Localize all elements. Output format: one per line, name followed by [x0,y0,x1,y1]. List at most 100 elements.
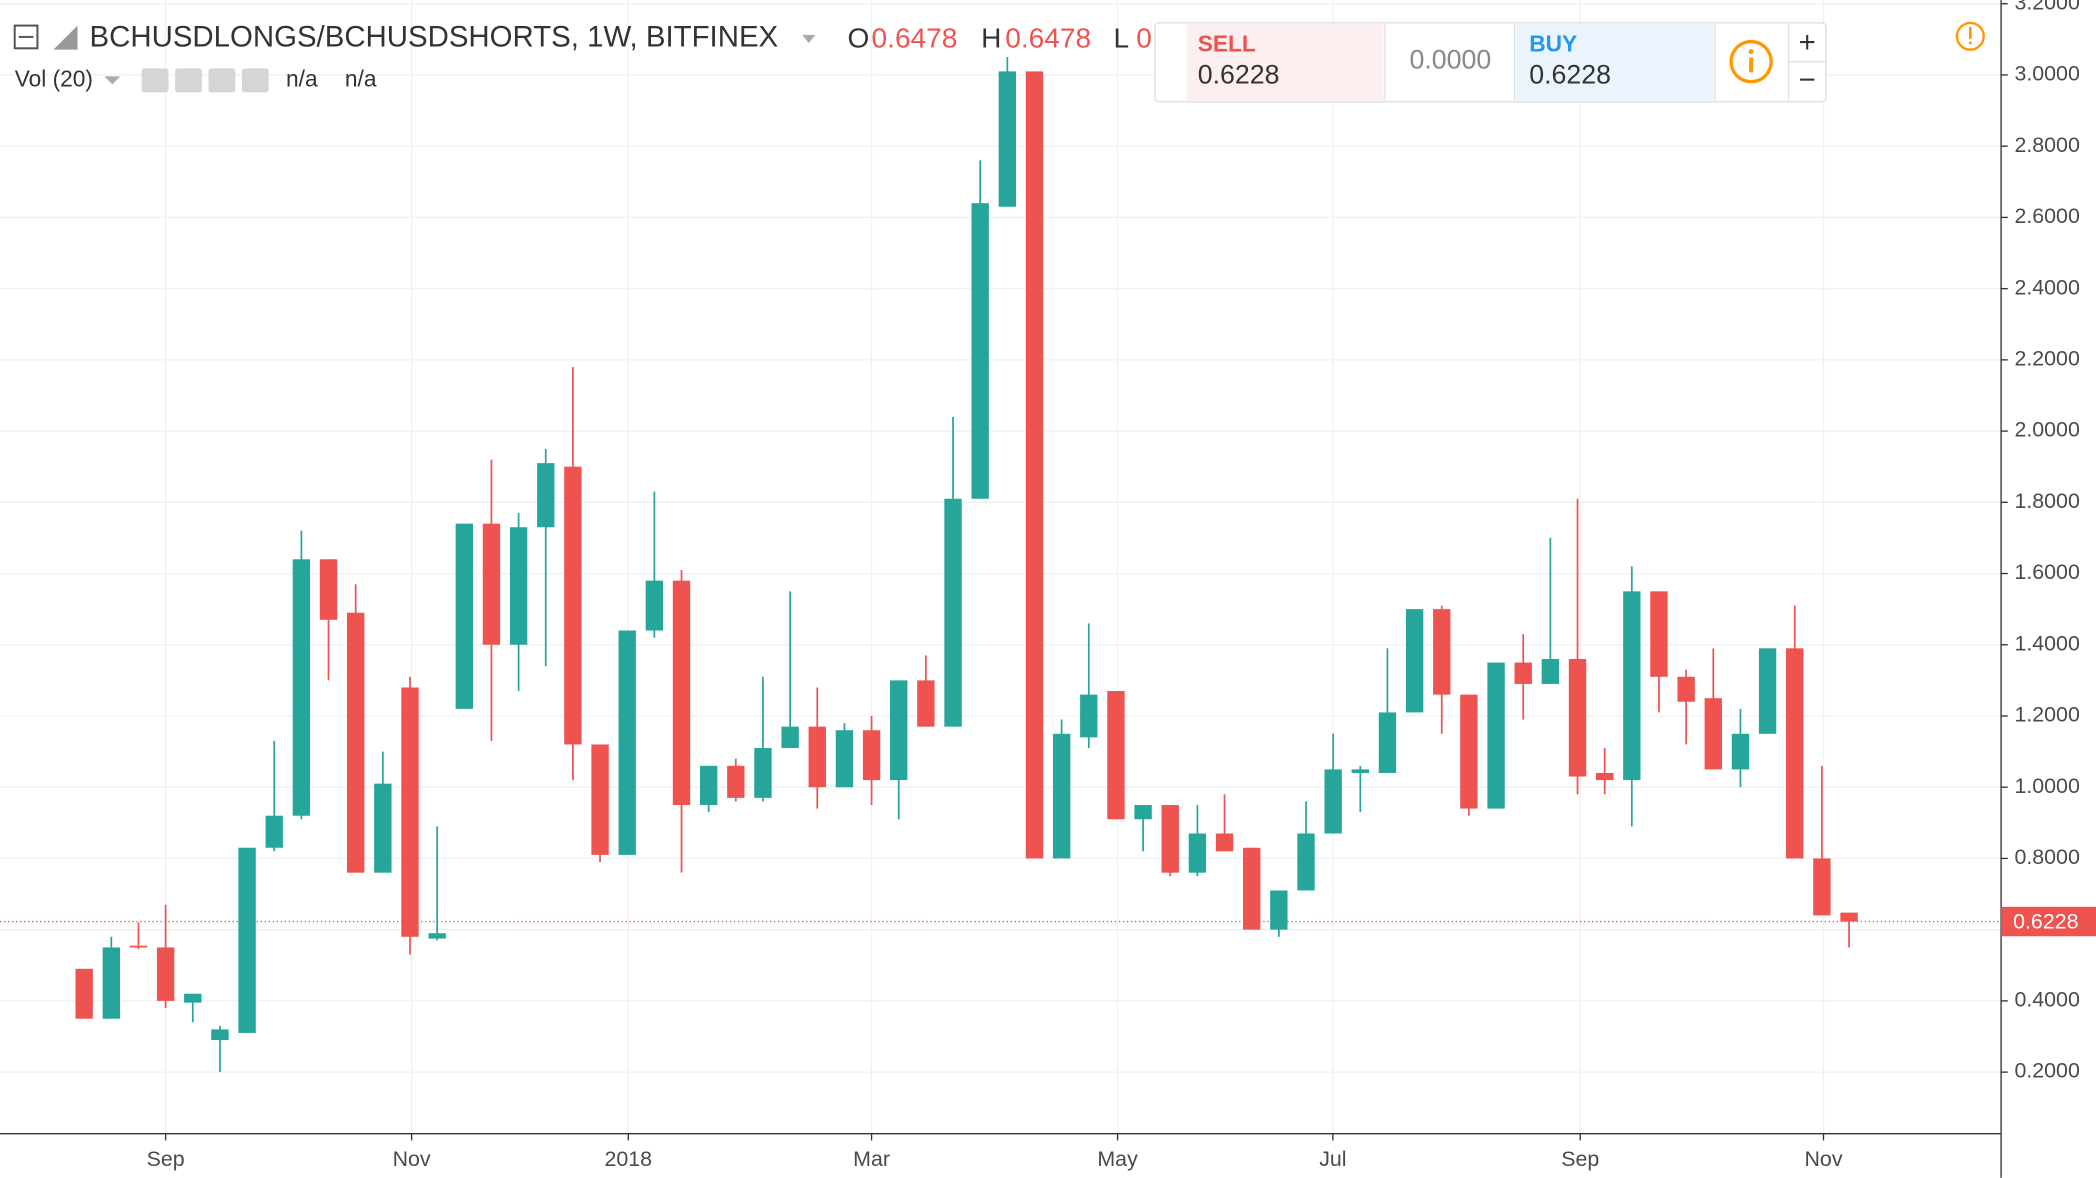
candle-body [156,947,175,1001]
candle-body [1568,659,1587,777]
candle-body [509,527,528,645]
add-icon[interactable] [208,68,236,93]
candle-body [211,1029,229,1041]
candle-body [1025,71,1044,859]
symbol-icon [53,25,78,50]
candle-body [1595,772,1614,781]
candle-body [1215,833,1234,852]
candle-body [1052,733,1071,859]
candle-body [1731,733,1750,770]
candle-body [1107,691,1125,820]
dropdown-caret[interactable] [802,34,816,43]
x-tick-label: 2018 [605,1147,653,1171]
candle-body [1134,805,1152,820]
candle-body [591,744,609,855]
candle-body [754,748,772,798]
candle-body [944,498,962,727]
candle-body [238,847,256,1033]
buy-button[interactable] [1515,24,1714,101]
low-value: 0. [1136,23,1159,54]
zoom-out[interactable]: − [1799,63,1816,96]
candle-body [374,783,392,873]
candle-body [1786,648,1804,859]
candle-body [1270,890,1288,930]
open-value: 0.6478 [872,23,958,54]
y-tick-label: 2.2000 [2014,346,2079,370]
sell-button[interactable] [1187,24,1384,101]
remove-icon[interactable] [241,68,269,93]
candle-body [265,815,283,848]
last-price-label: 0.6228 [2013,910,2078,934]
info-icon[interactable] [1729,39,1773,84]
candle-body [401,687,419,937]
buy-price: 0.6228 [1529,59,1611,89]
zoom-in[interactable]: + [1799,26,1816,59]
candle-body [917,680,935,727]
alert-icon[interactable] [1955,21,1985,51]
candle-body [319,559,338,620]
candle-body [537,463,555,528]
y-tick-label: 2.6000 [2014,204,2079,228]
candle-body [699,765,718,806]
info-glyph [1749,57,1754,73]
candle-body [1487,662,1505,809]
candle-body [1080,694,1098,738]
last-price-box [2001,906,2096,937]
candle-body [835,730,854,788]
candle-body [1541,659,1560,684]
candle-body [184,993,202,1003]
y-tick-label: 0.4000 [2014,988,2079,1012]
alert-glyph [1969,41,1972,45]
candle-body [1188,833,1207,873]
y-tick-label: 2.0000 [2014,418,2079,442]
x-tick-label: Nov [393,1147,431,1171]
y-tick-label: 2.4000 [2014,275,2079,299]
candle-body [727,765,745,798]
low-label: L [1114,23,1130,54]
candle-body [618,630,636,855]
high-label: H [981,23,1001,54]
candle-body [1433,609,1451,695]
candle-body [1324,769,1342,834]
candle-body [292,559,311,816]
x-tick-label: May [1097,1147,1138,1171]
candle-body [1650,591,1668,677]
y-tick-label: 0.8000 [2014,845,2079,869]
alert-glyph [1969,26,1972,39]
volume-value: n/a [286,65,318,91]
candle-body [1161,805,1179,873]
volume-value: n/a [345,65,377,91]
spread: 0.0000 [1409,45,1491,75]
y-tick-label: 1.6000 [2014,560,2079,584]
x-tick-label: Mar [853,1147,890,1171]
candle-body [1704,698,1722,770]
y-tick-label: 0.2000 [2014,1059,2079,1083]
volume-label: Vol (20) [15,65,93,91]
candle-body [347,612,365,873]
candle-body [672,580,691,806]
candle-body [862,730,881,781]
candle-body [1758,648,1777,734]
eye-icon[interactable] [141,68,169,93]
collapse-button[interactable] [13,24,39,50]
candle-body [1243,847,1261,930]
volume-caret[interactable] [104,76,121,85]
x-tick-label: Jul [1319,1147,1346,1171]
candle-body [455,523,473,709]
y-tick-label: 1.2000 [2014,703,2079,727]
buy-label: BUY [1529,31,1577,57]
y-tick-label: 1.8000 [2014,489,2079,513]
candle-body [428,933,446,939]
settings-icon[interactable] [175,68,202,93]
candle-body [890,680,908,781]
candle-body [645,580,664,631]
y-tick-label: 1.0000 [2014,774,2079,798]
candle-body [1460,694,1478,809]
info-glyph [1748,49,1754,55]
candle-body [564,466,582,745]
y-tick-label: 1.4000 [2014,631,2079,655]
y-tick-label: 2.8000 [2014,133,2079,157]
axes: 0.20000.40000.60000.80001.00001.20001.40… [147,0,2096,1171]
